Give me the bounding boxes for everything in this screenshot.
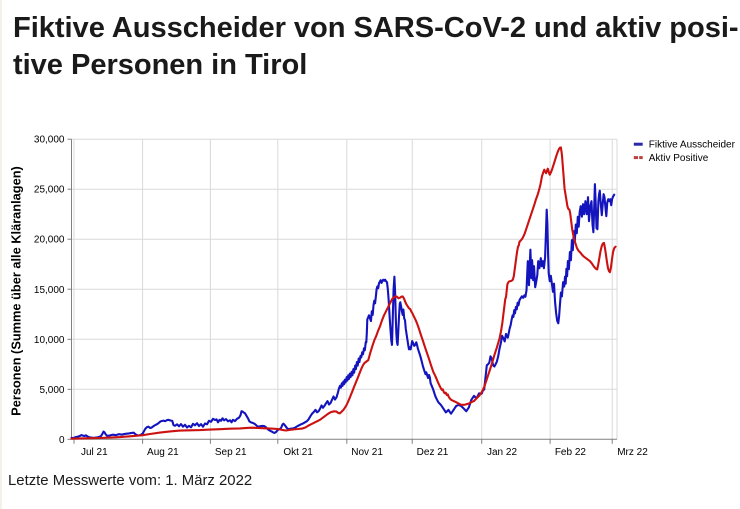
svg-text:Fiktive Ausscheider: Fiktive Ausscheider xyxy=(649,140,736,151)
svg-text:Aug 21: Aug 21 xyxy=(147,447,179,458)
svg-text:Jul 21: Jul 21 xyxy=(81,447,108,458)
svg-text:10,000: 10,000 xyxy=(34,335,65,346)
svg-text:25,000: 25,000 xyxy=(34,185,65,196)
svg-text:15,000: 15,000 xyxy=(34,285,65,296)
svg-text:Okt 21: Okt 21 xyxy=(283,447,313,458)
svg-text:5,000: 5,000 xyxy=(39,385,64,396)
svg-text:20,000: 20,000 xyxy=(34,235,65,246)
svg-text:0: 0 xyxy=(59,435,65,446)
svg-text:Nov 21: Nov 21 xyxy=(351,447,383,458)
svg-text:30,000: 30,000 xyxy=(34,135,65,146)
svg-text:Feb 22: Feb 22 xyxy=(555,447,587,458)
svg-text:Personen (Summe über alle Klär: Personen (Summe über alle Kläranlagen) xyxy=(9,166,24,416)
svg-text:Jan 22: Jan 22 xyxy=(487,447,517,458)
svg-text:Aktiv Positive: Aktiv Positive xyxy=(649,153,709,164)
svg-text:Mrz 22: Mrz 22 xyxy=(617,447,648,458)
svg-text:Sep 21: Sep 21 xyxy=(215,447,247,458)
svg-text:Dez 21: Dez 21 xyxy=(417,447,449,458)
